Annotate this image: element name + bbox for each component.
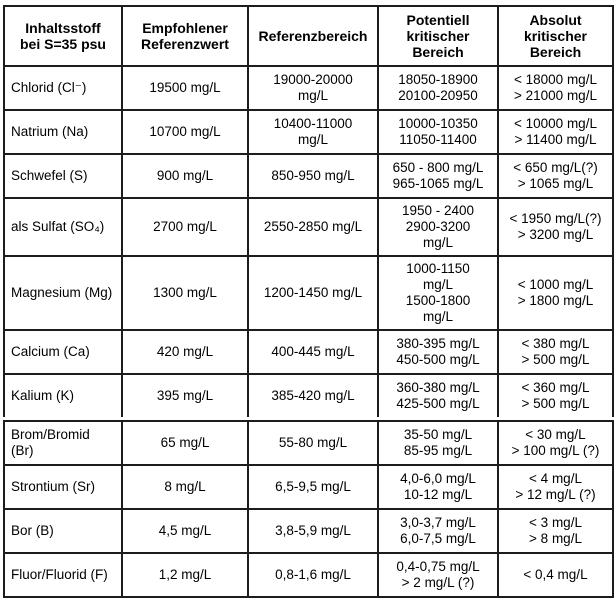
table-cell: 650 - 800 mg/L 965-1065 mg/L — [377, 153, 499, 199]
table-cell: 65 mg/L — [121, 420, 249, 466]
table-cell: 8 mg/L — [121, 464, 249, 510]
table-cell: 10400-11000 mg/L — [247, 109, 379, 155]
table-cell: 395 mg/L — [121, 373, 249, 417]
table-cell: 380-395 mg/L 450-500 mg/L — [377, 329, 499, 375]
table-cell: < 650 mg/L(?) > 1065 mg/L — [497, 153, 614, 199]
table-cell: 19500 mg/L — [121, 65, 249, 111]
table-cell: 19000-20000 mg/L — [247, 65, 379, 111]
table-cell: 360-380 mg/L 425-500 mg/L — [377, 373, 499, 417]
table-cell: < 18000 mg/L > 21000 mg/L — [497, 65, 614, 111]
table-row: Kalium (K) 395 mg/L 385-420 mg/L 360-380 mg… — [3, 373, 614, 417]
column-header-3: Referenzbereich — [247, 5, 379, 67]
table-cell: < 1000 mg/L > 1800 mg/L — [497, 255, 614, 331]
column-header-5: Absolut kritischer Bereich — [497, 5, 614, 67]
table-cell: 1300 mg/L — [121, 255, 249, 331]
table-cell: < 1950 mg/L(?) > 3200 mg/L — [497, 197, 614, 257]
table-cell: < 10000 mg/L > 11400 mg/L — [497, 109, 614, 155]
table-cell: < 3 mg/L > 8 mg/L — [497, 508, 614, 554]
table-cell: 900 mg/L — [121, 153, 249, 199]
column-header-2: Empfohlener Referenzwert — [121, 5, 249, 67]
row-label-cell: Kalium (K) — [3, 373, 123, 417]
column-header-4: Potentiell kritischer Bereich — [377, 5, 499, 67]
column-header-1: Inhaltsstoff bei S=35 psu — [3, 5, 123, 67]
table-row: Strontium (Sr) 8 mg/L 6,5-9,5 mg/L 4,0-6,0 … — [3, 464, 614, 510]
table-cell: 850-950 mg/L — [247, 153, 379, 199]
table-cell: < 30 mg/L > 100 mg/L (?) — [497, 420, 614, 466]
table-cell: 0,8-1,6 mg/L — [247, 552, 379, 598]
row-label-cell: Magnesium (Mg) — [3, 255, 123, 331]
row-label-cell: als Sulfat (SO₄) — [3, 197, 123, 257]
row-label-cell: Schwefel (S) — [3, 153, 123, 199]
table-cell: 1000-1150 mg/L 1500-1800 mg/L — [377, 255, 499, 331]
table-row: Bor (B) 4,5 mg/L 3,8-5,9 mg/L 3,0-3,7 mg/L … — [3, 508, 614, 554]
table-cell: 1200-1450 mg/L — [247, 255, 379, 331]
table-cell: 4,0-6,0 mg/L 10-12 mg/L — [377, 464, 499, 510]
table-cell: < 4 mg/L > 12 mg/L (?) — [497, 464, 614, 510]
table-row: Schwefel (S) 900 mg/L 850-950 mg/L 650 - 80… — [3, 153, 614, 199]
table-cell: 1950 - 2400 2900-3200 mg/L — [377, 197, 499, 257]
table-cell: 10700 mg/L — [121, 109, 249, 155]
table-header-row: Inhaltsstoff bei S=35 psu Empfohlener Ref… — [3, 5, 614, 67]
table-cell: 10000-10350 11050-11400 — [377, 109, 499, 155]
table-row: Calcium (Ca) 420 mg/L 400-445 mg/L 380-395 … — [3, 329, 614, 375]
table-cell: 3,8-5,9 mg/L — [247, 508, 379, 554]
table-cell: 385-420 mg/L — [247, 373, 379, 417]
seawater-reference-table-lower: Brom/Bromid (Br) 65 mg/L 55-80 mg/L 35-50 m… — [3, 420, 614, 598]
table-cell: < 380 mg/L > 500 mg/L — [497, 329, 614, 375]
row-label-cell: Brom/Bromid (Br) — [3, 420, 123, 466]
seawater-reference-table-upper: Inhaltsstoff bei S=35 psu Empfohlener Ref… — [3, 5, 614, 417]
table-row: Fluor/Fluorid (F) 1,2 mg/L 0,8-1,6 mg/L 0,4… — [3, 552, 614, 598]
table-cell: 35-50 mg/L 85-95 mg/L — [377, 420, 499, 466]
table-row: Chlorid (Cl⁻) 19500 mg/L 19000-20000 mg/L 1… — [3, 65, 614, 111]
table-cell: 420 mg/L — [121, 329, 249, 375]
table-cell: 3,0-3,7 mg/L 6,0-7,5 mg/L — [377, 508, 499, 554]
row-label-cell: Natrium (Na) — [3, 109, 123, 155]
row-label-cell: Bor (B) — [3, 508, 123, 554]
table-cell: 400-445 mg/L — [247, 329, 379, 375]
table-row: Magnesium (Mg) 1300 mg/L 1200-1450 mg/L 100… — [3, 255, 614, 331]
table-cell: 1,2 mg/L — [121, 552, 249, 598]
table-row: als Sulfat (SO₄) 2700 mg/L 2550-2850 mg/L 1… — [3, 197, 614, 257]
table-cell: 6,5-9,5 mg/L — [247, 464, 379, 510]
table-cell: 0,4-0,75 mg/L > 2 mg/L (?) — [377, 552, 499, 598]
table-body-upper: Chlorid (Cl⁻) 19500 mg/L 19000-20000 mg/L 1… — [3, 65, 614, 417]
table-cell: 2550-2850 mg/L — [247, 197, 379, 257]
table-cell: < 0,4 mg/L — [497, 552, 614, 598]
row-label-cell: Chlorid (Cl⁻) — [3, 65, 123, 111]
table-cell: 18050-18900 20100-20950 — [377, 65, 499, 111]
row-label-cell: Fluor/Fluorid (F) — [3, 552, 123, 598]
row-label-cell: Calcium (Ca) — [3, 329, 123, 375]
table-row: Brom/Bromid (Br) 65 mg/L 55-80 mg/L 35-50 m… — [3, 420, 614, 466]
table-cell: < 360 mg/L > 500 mg/L — [497, 373, 614, 417]
table-cell: 4,5 mg/L — [121, 508, 249, 554]
row-label-cell: Strontium (Sr) — [3, 464, 123, 510]
table-cell: 2700 mg/L — [121, 197, 249, 257]
table-body-lower: Brom/Bromid (Br) 65 mg/L 55-80 mg/L 35-50 m… — [3, 420, 614, 598]
table-row: Natrium (Na) 10700 mg/L 10400-11000 mg/L 10… — [3, 109, 614, 155]
table-cell: 55-80 mg/L — [247, 420, 379, 466]
